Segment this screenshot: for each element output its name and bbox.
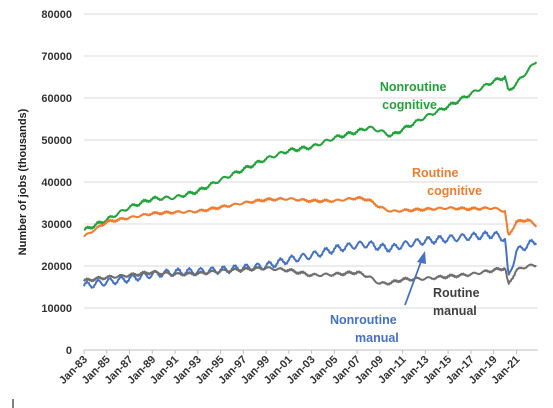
series-line-nonroutine-manual [83,230,538,289]
series-line-routine-manual [83,263,537,286]
annotation-nonroutine-manual: Nonroutine manual [330,313,400,345]
y-tick-label: 40000 [41,177,72,189]
y-tick-label: 50000 [41,135,72,147]
annotation-arrowhead [417,251,426,264]
y-tick-label: 60000 [41,93,72,105]
annotation-arrow [404,258,423,306]
y-tick-label: 0 [66,345,72,357]
y-tick-label: 70000 [41,51,72,63]
y-tick-label: 20000 [41,261,72,273]
y-tick-label: 80000 [41,9,72,21]
y-tick-labels: 0 10000 20000 30000 40000 50000 60000 70000 8000… [41,9,72,357]
gridlines [84,13,538,351]
x-tick-labels: Jan-83Jan-85Jan-87Jan-89Jan-91Jan-93Jan-… [57,350,523,387]
annotation-routine-manual: Routine manual [433,286,483,318]
series-line-nonroutine-cognitive [83,61,538,231]
y-tick-label: 30000 [41,219,72,231]
annotation-nonroutine-cognitive: Nonroutine cognitive [380,80,450,112]
series-line-routine-cognitive [83,195,538,238]
annotation-routine-cognitive: Routine cognitive [412,166,482,198]
y-tick-label: 10000 [41,303,72,315]
y-axis-label: Number of jobs (thousands) [17,108,29,255]
series-lines [83,61,538,289]
annotations: Nonroutine cognitive Routine cognitive N… [330,80,483,345]
